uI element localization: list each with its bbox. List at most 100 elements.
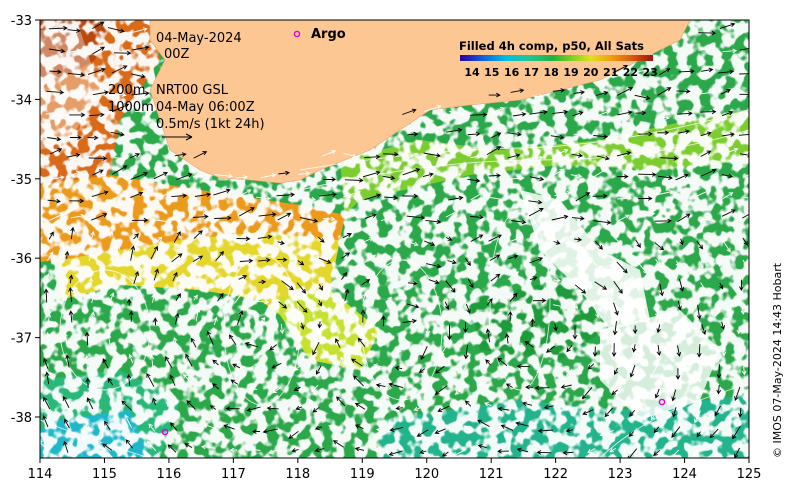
current-vector-arrow	[238, 207, 255, 217]
current-vector-arrow	[581, 387, 593, 400]
current-vector-arrow	[418, 368, 425, 373]
current-vector-arrow	[87, 67, 106, 75]
current-vector-arrow	[470, 153, 482, 159]
current-vector-arrow	[373, 363, 388, 369]
current-vector-arrow	[186, 424, 198, 430]
current-vector-arrow	[256, 196, 271, 201]
current-vector-arrow	[277, 240, 285, 245]
current-vector-arrow	[236, 236, 251, 242]
current-vector-arrow	[88, 253, 93, 262]
current-vector-arrow	[91, 190, 109, 198]
current-vector-arrow	[516, 364, 530, 369]
current-vector-arrow	[488, 92, 501, 98]
current-vector-arrow	[153, 171, 168, 180]
current-vector-arrow	[165, 356, 173, 368]
current-vector-arrow	[423, 129, 440, 135]
current-vector-arrow	[48, 231, 54, 240]
current-vector-arrow	[452, 449, 467, 457]
current-vector-arrow	[211, 383, 219, 390]
current-vector-arrow	[486, 146, 502, 155]
current-vector-arrow	[461, 366, 466, 375]
current-vector-arrow	[91, 291, 96, 304]
current-vector-arrow	[334, 380, 343, 389]
current-vector-arrow	[344, 288, 350, 302]
current-vector-arrow	[467, 131, 481, 137]
current-vector-arrow	[529, 257, 544, 264]
current-vector-arrow	[721, 110, 734, 117]
y-tick-label: -33	[11, 14, 32, 29]
colorbar-tick-labels: 14 15 16 17 18 19 20 21 22 23	[464, 66, 658, 79]
current-vector-arrow	[155, 191, 172, 200]
current-vector-arrow	[423, 152, 442, 158]
current-vector-arrow	[314, 447, 325, 453]
current-vector-arrow	[736, 326, 742, 335]
x-tick-label: 115	[92, 467, 117, 482]
current-vector-arrow	[672, 407, 677, 418]
current-vector-arrow	[300, 217, 319, 223]
colorbar-tick-label: 15	[484, 66, 499, 79]
current-vector-arrow	[209, 405, 216, 410]
current-vector-arrow	[172, 271, 178, 282]
current-vector-arrow	[717, 69, 735, 75]
current-vector-arrow	[507, 271, 520, 280]
current-vector-arrow	[90, 230, 95, 239]
current-vector-arrow	[532, 94, 544, 99]
current-vector-arrow	[62, 395, 70, 409]
current-vector-arrow	[402, 108, 417, 115]
current-vector-arrow	[565, 428, 574, 433]
current-vector-arrow	[560, 384, 572, 389]
current-vector-arrow	[47, 251, 54, 261]
current-vector-arrow	[695, 386, 702, 401]
current-vector-arrow	[739, 22, 749, 28]
current-vector-arrow	[477, 419, 490, 427]
current-vector-arrow	[249, 447, 261, 452]
current-vector-arrow	[500, 424, 514, 431]
current-vector-arrow	[696, 431, 701, 438]
current-vector-arrow	[206, 330, 214, 345]
current-vector-arrow	[169, 374, 176, 386]
current-vector-arrow	[536, 364, 551, 373]
current-vector-arrow	[67, 28, 81, 33]
current-vector-arrow	[700, 131, 712, 137]
current-vector-arrow	[217, 292, 224, 302]
current-vector-arrow	[317, 321, 323, 329]
current-vector-arrow	[49, 213, 65, 221]
current-vector-arrow	[43, 357, 49, 369]
current-vector-arrow	[174, 312, 180, 325]
current-vector-arrow	[92, 21, 105, 29]
current-vector-arrow	[173, 231, 181, 243]
current-vector-arrow	[42, 415, 49, 428]
current-vector-arrow	[344, 178, 364, 183]
current-vector-arrow	[151, 293, 156, 303]
current-vector-arrow	[218, 235, 228, 240]
current-vector-arrow	[616, 174, 629, 179]
current-vector-arrow	[262, 428, 278, 434]
current-vector-arrow	[232, 363, 241, 369]
date-label: 04-May-2024	[156, 31, 242, 46]
current-vector-arrow	[69, 90, 80, 96]
current-vector-arrow	[113, 156, 128, 161]
scale-arrow	[162, 133, 193, 141]
current-vector-arrow	[445, 210, 460, 218]
colorbar-tick-label: 16	[504, 66, 520, 79]
current-vector-arrow	[342, 212, 357, 218]
current-vector-arrow	[657, 130, 670, 135]
current-vector-arrow	[562, 450, 574, 456]
current-vector-arrow	[525, 384, 533, 390]
current-vector-arrow	[637, 211, 656, 217]
current-vector-arrow	[696, 344, 702, 358]
current-vector-arrow	[111, 103, 130, 113]
current-vector-arrow	[128, 353, 134, 364]
current-vector-arrow	[638, 196, 653, 201]
argo-float-marker-east	[658, 398, 666, 406]
current-vector-arrow	[239, 258, 254, 264]
current-vector-arrow	[714, 405, 721, 417]
current-vector-arrow	[617, 195, 633, 201]
current-vector-arrow	[592, 193, 608, 199]
current-vector-arrow	[678, 278, 685, 292]
current-vector-arrow	[716, 384, 722, 395]
current-vector-arrow	[402, 318, 417, 324]
current-vector-arrow	[213, 316, 218, 326]
current-vector-arrow	[129, 153, 140, 159]
